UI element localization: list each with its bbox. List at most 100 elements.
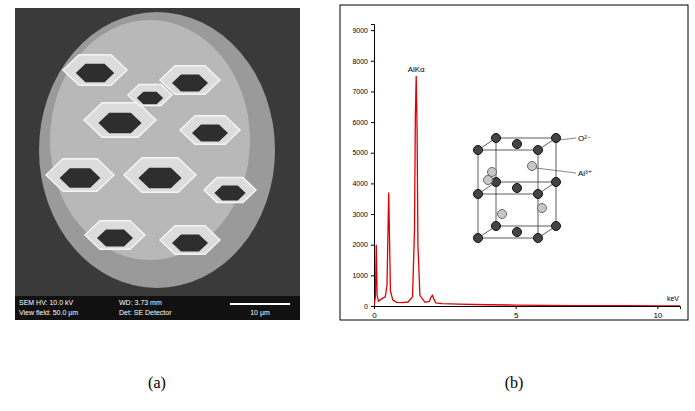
tick-label: 4000 bbox=[352, 180, 368, 187]
oxygen-atom bbox=[474, 146, 483, 155]
plate-shadow bbox=[214, 186, 245, 201]
axis-line bbox=[371, 25, 375, 307]
tick: 7000 bbox=[352, 88, 374, 95]
tick-mark bbox=[371, 91, 374, 92]
aluminium-atom bbox=[484, 176, 493, 185]
atom-label: O²⁻ bbox=[578, 134, 591, 143]
crystal-structure-inset: O²⁻ Al³⁺ bbox=[474, 134, 593, 243]
bond-edge bbox=[478, 194, 538, 195]
sem-info: SEM HV: 10.0 kV bbox=[19, 299, 74, 306]
tick-label: 8000 bbox=[352, 58, 368, 65]
plate-shadow bbox=[138, 168, 181, 189]
plate-shadow bbox=[192, 124, 228, 141]
aluminium-atom bbox=[528, 162, 537, 171]
sem-background bbox=[15, 8, 300, 320]
tick: 4000 bbox=[352, 180, 374, 187]
tick-mark bbox=[371, 61, 374, 62]
crystal-plate bbox=[128, 85, 172, 106]
oxygen-atom bbox=[513, 184, 522, 193]
tick-mark bbox=[371, 153, 374, 154]
panel-caption: (a) bbox=[148, 374, 166, 392]
tick: 0 bbox=[372, 306, 377, 320]
bond-edge bbox=[496, 182, 556, 183]
panel-a: SEM HV: 10.0 kV WD: 3.73 mm View field: 50… bbox=[15, 8, 300, 320]
plate-shadow bbox=[172, 74, 208, 91]
plate-shadow bbox=[98, 113, 141, 134]
aluminium-atom bbox=[498, 210, 507, 219]
plate-shadow bbox=[97, 229, 133, 246]
tick: 9000 bbox=[352, 27, 374, 34]
tick: 1000 bbox=[352, 272, 374, 279]
plate-shadow bbox=[60, 168, 101, 187]
tick: 5 bbox=[514, 306, 519, 320]
tick-label: 0 bbox=[372, 311, 377, 320]
spectrum-line bbox=[374, 76, 680, 306]
peak-label: AlKα bbox=[408, 65, 425, 74]
tick-label: 7000 bbox=[352, 88, 368, 95]
crystal-plate bbox=[63, 55, 127, 85]
oxygen-atom bbox=[552, 222, 561, 231]
x-axis-title: keV bbox=[667, 295, 679, 302]
aluminium-atom bbox=[538, 204, 547, 213]
oxygen-atom bbox=[552, 134, 561, 143]
panel-caption: (b) bbox=[505, 374, 524, 392]
crystal-plate bbox=[46, 159, 114, 191]
tick-label: 2000 bbox=[352, 241, 368, 248]
oxygen-atom bbox=[492, 134, 501, 143]
bond-edge bbox=[496, 138, 556, 139]
tick-mark bbox=[371, 306, 374, 307]
tick-mark bbox=[371, 122, 374, 123]
label-backing bbox=[666, 295, 680, 302]
crystal-plate bbox=[85, 221, 145, 250]
tick-mark bbox=[371, 275, 374, 276]
oxygen-atom bbox=[513, 228, 522, 237]
tick: 6000 bbox=[352, 119, 374, 126]
oxygen-atom bbox=[534, 146, 543, 155]
crystal-plate bbox=[124, 158, 196, 192]
y-axis: 0 1000 2000 3000 4000 5000 6000 7000 8000 9000 bbox=[352, 25, 374, 310]
oxygen-atom bbox=[552, 178, 561, 187]
crystal-plate bbox=[204, 178, 256, 203]
tick: 0 bbox=[364, 303, 374, 310]
plate-shadow bbox=[76, 64, 114, 82]
tick: 10 bbox=[653, 306, 662, 320]
sem-info-bar bbox=[15, 296, 300, 320]
leader-line bbox=[536, 168, 576, 173]
x-axis: 0 5 10 bbox=[372, 306, 680, 320]
oxygen-atom bbox=[534, 234, 543, 243]
tick-mark bbox=[371, 30, 374, 31]
tick-mark bbox=[371, 183, 374, 184]
scale-bar bbox=[230, 303, 290, 305]
oxygen-atom bbox=[474, 190, 483, 199]
crystal-aggregate bbox=[39, 12, 275, 288]
tick-label: 1000 bbox=[352, 272, 368, 279]
sem-info: WD: 3.73 mm bbox=[119, 299, 162, 306]
tick-mark bbox=[371, 245, 374, 246]
crystal-plate bbox=[160, 66, 220, 95]
tick-label: 9000 bbox=[352, 27, 368, 34]
axis-line bbox=[375, 307, 681, 310]
crystal-plate bbox=[84, 103, 156, 137]
tick-mark bbox=[516, 306, 517, 309]
atom-label: Al³⁺ bbox=[578, 169, 592, 178]
plate-shadow bbox=[137, 92, 163, 105]
oxygen-atom bbox=[534, 190, 543, 199]
bond-edge bbox=[496, 226, 556, 227]
crystal-aggregate bbox=[50, 20, 250, 260]
tick: 8000 bbox=[352, 58, 374, 65]
tick: 3000 bbox=[352, 211, 374, 218]
oxygen-atom bbox=[513, 140, 522, 149]
tick-mark bbox=[371, 214, 374, 215]
tick-label: 0 bbox=[364, 303, 368, 310]
crystal-plate bbox=[160, 226, 220, 255]
tick-label: 5 bbox=[514, 311, 519, 320]
panel-b: O²⁻ Al³⁺ 0 5 10 0 1000 2000 3000 4000 5000 6000 7000… bbox=[340, 5, 688, 320]
tick: 5000 bbox=[352, 149, 374, 156]
tick-mark bbox=[657, 306, 658, 309]
scale-bar-label: 10 µm bbox=[250, 309, 270, 317]
plot-area bbox=[374, 76, 680, 306]
panel-frame bbox=[340, 5, 688, 320]
tick: 2000 bbox=[352, 241, 374, 248]
tick-label: 3000 bbox=[352, 211, 368, 218]
sem-info: View field: 50.0 µm bbox=[19, 309, 78, 317]
